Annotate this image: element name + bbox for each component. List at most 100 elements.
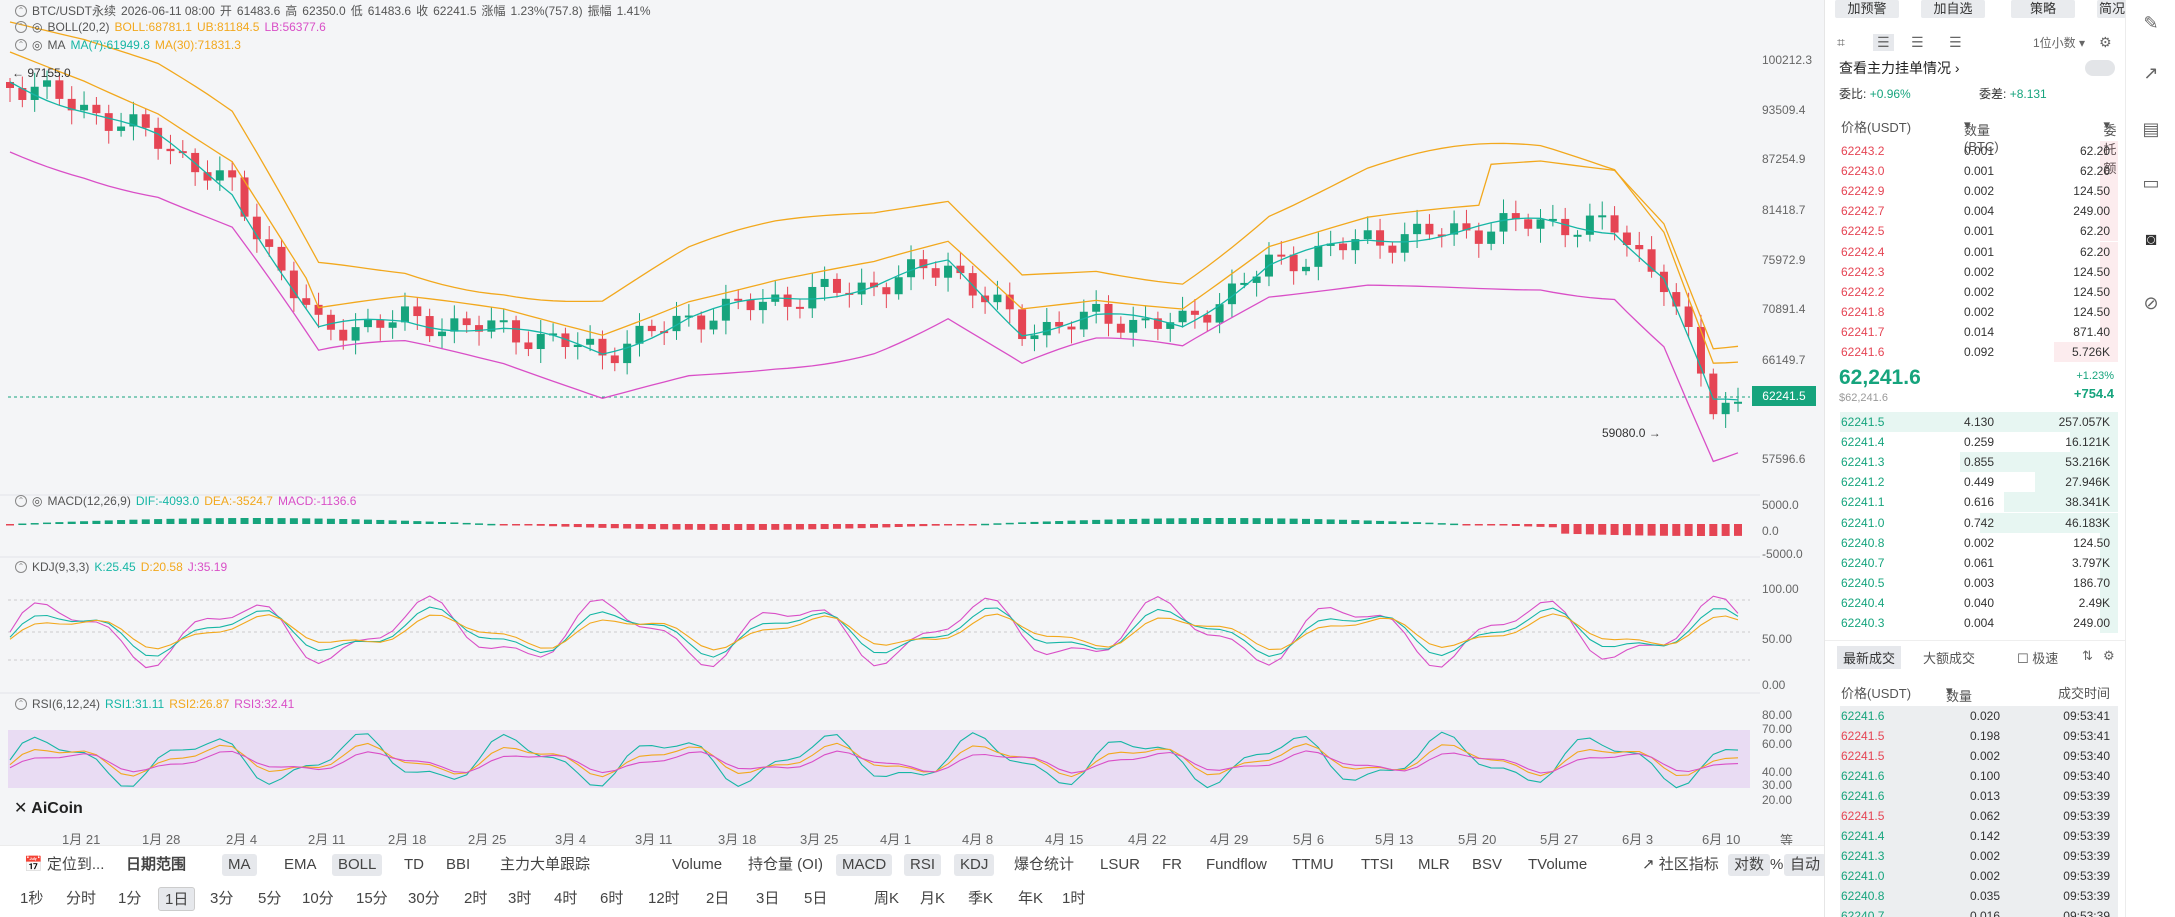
both-sides-icon[interactable]: ☰	[1873, 34, 1894, 51]
date-range-button[interactable]: 日期范围	[126, 856, 187, 873]
indicator-macd[interactable]: MACD	[836, 854, 893, 876]
timeframe-14[interactable]: 12时	[648, 890, 680, 907]
indicator-lsur[interactable]: LSUR	[1100, 856, 1141, 873]
draw-tools-icon[interactable]: ✎	[2143, 13, 2159, 33]
log-scale-toggle[interactable]: 对数	[1728, 854, 1771, 876]
locate-button[interactable]: 📅 定位到...	[24, 856, 105, 873]
col-qty[interactable]: 数量 (BTC) ▾	[1964, 117, 1999, 154]
timeframe-3[interactable]: 1分	[118, 890, 142, 907]
order-row[interactable]: 62243.0 0.001 62.20	[1840, 161, 2118, 182]
latest-trades-tab[interactable]: 最新成交	[1837, 646, 1902, 669]
timeframe-18[interactable]: 周K	[874, 890, 900, 907]
indicator-fr[interactable]: FR	[1162, 856, 1182, 873]
order-row[interactable]: 62241.0 0.742 46.183K	[1840, 512, 2118, 533]
chart-area[interactable]: ⌃ BTC/USDT永续 2026-06-11 08:00 开 61483.6 高…	[0, 0, 1824, 867]
order-row[interactable]: 62241.3 0.855 53.216K	[1840, 452, 2118, 473]
indicator-volume[interactable]: Volume	[672, 856, 723, 873]
bids-only-icon[interactable]: ☰	[1911, 34, 1924, 50]
panel-top-button[interactable]: 简况	[2097, 0, 2127, 18]
timeframe-22[interactable]: 1时	[1062, 890, 1086, 907]
robot-icon[interactable]: ◙	[2145, 229, 2157, 249]
eye-icon[interactable]: ◎	[32, 38, 43, 52]
order-row[interactable]: 62241.4 0.259 16.121K	[1840, 432, 2118, 453]
indicator-ttmu[interactable]: TTMU	[1292, 856, 1334, 873]
order-row[interactable]: 62242.7 0.004 249.00	[1840, 201, 2118, 222]
order-row[interactable]: 62242.4 0.001 62.20	[1840, 241, 2118, 262]
order-row[interactable]: 62240.8 0.002 124.50	[1840, 532, 2118, 553]
eye-icon[interactable]: ◎	[32, 494, 43, 508]
timeframe-8[interactable]: 15分	[356, 890, 388, 907]
trend-line-icon[interactable]: ↗	[2143, 63, 2159, 83]
timeframe-13[interactable]: 6时	[600, 890, 624, 907]
panel-top-button[interactable]: 策略	[2011, 0, 2075, 18]
decimal-select[interactable]: 1位小数 ▾	[2033, 36, 2086, 50]
wallet-icon[interactable]: ▭	[2142, 173, 2160, 193]
indicator-oi[interactable]: 持仓量 (OI)	[748, 856, 823, 873]
order-row[interactable]: 62240.5 0.003 186.70	[1840, 572, 2118, 593]
candlestick-chart[interactable]	[0, 0, 1824, 845]
indicator-ma[interactable]: MA	[222, 854, 257, 876]
timeframe-16[interactable]: 3日	[756, 890, 780, 907]
order-row[interactable]: 62241.8 0.002 124.50	[1840, 301, 2118, 322]
order-row[interactable]: 62241.2 0.449 27.946K	[1840, 472, 2118, 493]
main-orders-link[interactable]: 查看主力挂单情况 ›	[1839, 60, 1960, 76]
collapse-icon[interactable]: ⌃	[15, 561, 27, 573]
order-row[interactable]: 62242.5 0.001 62.20	[1840, 221, 2118, 242]
indicator-rsi[interactable]: RSI	[904, 854, 942, 876]
order-row[interactable]: 62242.2 0.002 124.50	[1840, 281, 2118, 302]
collapse-icon[interactable]: ⌃	[15, 21, 27, 33]
indicator-bbi[interactable]: BBI	[446, 856, 471, 873]
order-row[interactable]: 62240.7 0.061 3.797K	[1840, 552, 2118, 573]
collapse-icon[interactable]: ⌃	[15, 698, 27, 710]
indicator-fundflow[interactable]: Fundflow	[1206, 856, 1267, 873]
fast-mode-checkbox[interactable]: ☐ 极速	[2017, 651, 2059, 666]
timeframe-12[interactable]: 4时	[554, 890, 578, 907]
community-indicators-button[interactable]: ↗ 社区指标	[1642, 856, 1719, 873]
large-trades-tab[interactable]: 大额成交	[1923, 651, 1976, 666]
indicator-td[interactable]: TD	[404, 856, 424, 873]
indicator-kdj[interactable]: KDJ	[954, 854, 995, 876]
indicator-mlr[interactable]: MLR	[1418, 856, 1450, 873]
indicator-[interactable]: 主力大单跟踪	[500, 856, 591, 873]
timeframe-20[interactable]: 季K	[968, 890, 994, 907]
order-row[interactable]: 62241.5 4.130 257.057K	[1840, 412, 2118, 432]
order-row[interactable]: 62242.9 0.002 124.50	[1840, 181, 2118, 202]
indicator-boll[interactable]: BOLL	[332, 854, 383, 876]
timeframe-10[interactable]: 2时	[464, 890, 488, 907]
asks-only-icon[interactable]: ☰	[1949, 34, 1962, 50]
tool-icon[interactable]: ⊘	[2143, 293, 2159, 313]
timeframe-21[interactable]: 年K	[1018, 890, 1044, 907]
panel-top-button[interactable]: 加预警	[1835, 0, 1899, 18]
order-row[interactable]: 62241.1 0.616 38.341K	[1840, 492, 2118, 513]
order-row[interactable]: 62241.7 0.014 871.40	[1840, 321, 2118, 342]
timeframe-9[interactable]: 30分	[408, 890, 440, 907]
indicator-ttsi[interactable]: TTSI	[1361, 856, 1394, 873]
settings-icon[interactable]: ⚙	[2099, 34, 2112, 50]
panel-top-button[interactable]: 加自选	[1921, 0, 1985, 18]
main-orders-toggle[interactable]	[2085, 60, 2115, 76]
timeframe-11[interactable]: 3时	[508, 890, 532, 907]
chart-icon[interactable]: ▤	[2142, 119, 2160, 139]
eye-icon[interactable]: ◎	[32, 20, 43, 34]
timeframe-17[interactable]: 5日	[804, 890, 828, 907]
auto-scale-toggle[interactable]: 自动	[1784, 854, 1827, 876]
indicator-[interactable]: 爆仓统计	[1014, 856, 1075, 873]
timeframe-5[interactable]: 3分	[210, 890, 234, 907]
indicator-tvolume[interactable]: TVolume	[1528, 856, 1588, 873]
col-amount[interactable]: 委托额 ▾	[2103, 117, 2117, 176]
timeframe-19[interactable]: 月K	[920, 890, 946, 907]
collapse-icon[interactable]: ⌃	[15, 4, 27, 17]
percent-scale-toggle[interactable]: %	[1770, 856, 1784, 873]
order-row[interactable]: 62242.3 0.002 124.50	[1840, 261, 2118, 282]
order-row[interactable]: 62241.6 0.092 5.726K	[1840, 342, 2118, 362]
order-row[interactable]: 62240.3 0.004 249.00	[1840, 613, 2118, 633]
order-row[interactable]: 62243.2 0.001 62.20	[1840, 141, 2118, 161]
collapse-icon[interactable]: ⌃	[15, 495, 27, 507]
settings-icon[interactable]: ⚙	[2103, 648, 2115, 663]
order-row[interactable]: 62240.4 0.040 2.49K	[1840, 592, 2118, 613]
timeframe-2[interactable]: 分时	[66, 890, 97, 907]
layout-icon[interactable]: ⌗	[1837, 34, 1845, 50]
collapse-icon[interactable]: ⌃	[15, 39, 27, 51]
timeframe-1[interactable]: 1秒	[20, 890, 44, 907]
timeframe-4[interactable]: 1日	[158, 887, 196, 911]
